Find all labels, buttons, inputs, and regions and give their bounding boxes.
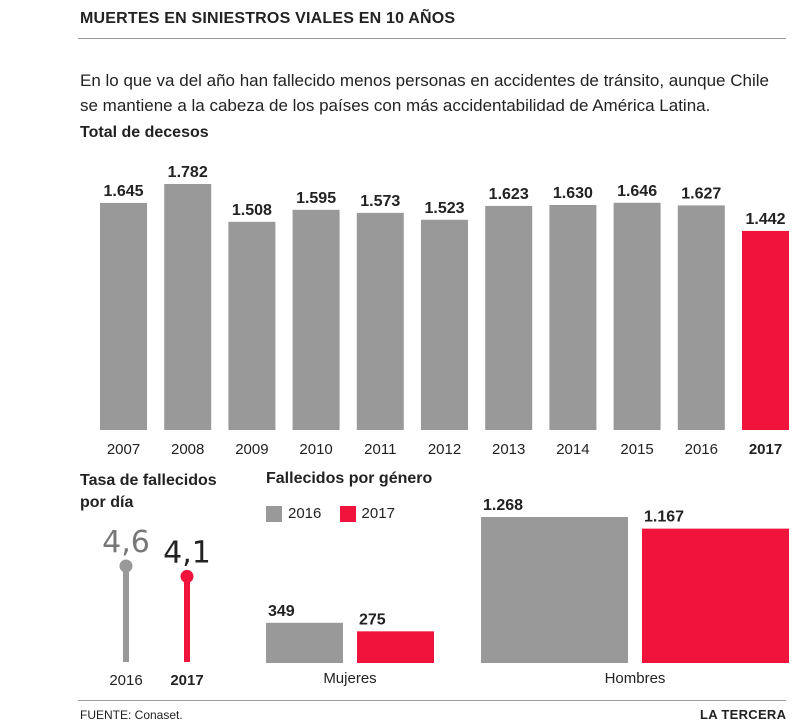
gender-tick-hombres: Hombres	[605, 670, 666, 687]
x-tick-2013: 2013	[492, 441, 525, 458]
bar-2011	[356, 212, 404, 430]
gender-bar-mujeres-2016	[266, 622, 343, 663]
lollipop-dot-2016	[119, 559, 133, 573]
bar-value-2013: 1.623	[489, 186, 529, 203]
gender-bar-hombres-2017	[642, 528, 789, 663]
x-tick-2011: 2011	[364, 441, 396, 458]
bar-value-2015: 1.646	[617, 183, 657, 200]
total-deaths-heading: Total de decesos	[80, 124, 209, 141]
bar-value-2007: 1.645	[103, 183, 143, 200]
x-tick-2012: 2012	[428, 441, 461, 458]
bar-value-2014: 1.630	[553, 185, 593, 202]
bar-value-2009: 1.508	[232, 202, 272, 219]
rate-tick-2017: 2017	[170, 672, 203, 689]
rate-value-2016: 4,6	[102, 525, 150, 560]
gender-tick-mujeres: Mujeres	[323, 670, 376, 687]
bar-2016	[677, 205, 725, 430]
legend-item-2017: 2017	[339, 505, 395, 522]
bar-2015	[613, 202, 661, 430]
gender-heading: Fallecidos por género	[266, 470, 433, 487]
bar-2007	[100, 202, 147, 430]
x-tick-2010: 2010	[299, 441, 332, 458]
bottom-rule	[78, 700, 786, 701]
bar-2010	[292, 209, 340, 430]
bar-2013	[485, 205, 533, 430]
x-tick-2009: 2009	[235, 441, 268, 458]
gender-bar-mujeres-2017	[357, 631, 434, 663]
gender-value-mujeres-2017: 275	[359, 611, 386, 628]
rate-tick-2016: 2016	[109, 672, 142, 689]
source-note: FUENTE: Conaset.	[80, 708, 183, 722]
daily-rate-heading: Tasa de fallecidos por día	[80, 472, 217, 511]
bar-value-2012: 1.523	[424, 200, 464, 217]
rate-value-2017: 4,1	[163, 535, 211, 570]
bar-value-2016: 1.627	[681, 185, 721, 202]
gender-value-hombres-2017: 1.167	[644, 509, 684, 526]
gender-value-hombres-2016: 1.268	[483, 497, 523, 514]
bar-value-2017: 1.442	[745, 211, 785, 228]
bar-value-2008: 1.782	[168, 164, 208, 181]
x-tick-2008: 2008	[171, 441, 204, 458]
x-tick-2016: 2016	[685, 441, 718, 458]
bar-2012	[421, 219, 468, 430]
legend-swatch-2016	[266, 505, 282, 522]
gender-value-mujeres-2016: 349	[268, 603, 295, 620]
legend-swatch-2017	[339, 505, 356, 522]
x-tick-2014: 2014	[556, 441, 589, 458]
x-tick-2007: 2007	[107, 441, 140, 458]
lollipop-dot-2017	[180, 569, 194, 583]
brand-logo: LA TERCERA	[700, 707, 787, 722]
top-rule	[78, 38, 786, 39]
bar-2014	[549, 204, 597, 430]
gender-legend: 2016 2017	[266, 505, 409, 526]
chart-subtitle: En lo que va del año han fallecido menos…	[80, 71, 769, 115]
bar-2008	[164, 184, 212, 430]
bar-2017	[742, 230, 789, 430]
bar-2009	[228, 221, 276, 430]
gender-bar-hombres-2016	[481, 517, 628, 663]
legend-label-2016: 2016	[288, 505, 322, 522]
legend-item-2016: 2016	[266, 505, 321, 522]
bar-value-2010: 1.595	[296, 190, 336, 207]
x-tick-2015: 2015	[620, 441, 653, 458]
x-tick-2017: 2017	[749, 441, 782, 458]
legend-label-2017: 2017	[361, 505, 395, 522]
bar-value-2011: 1.573	[360, 193, 400, 210]
chart-title: MUERTES EN SINIESTROS VIALES EN 10 AÑOS	[80, 10, 456, 27]
